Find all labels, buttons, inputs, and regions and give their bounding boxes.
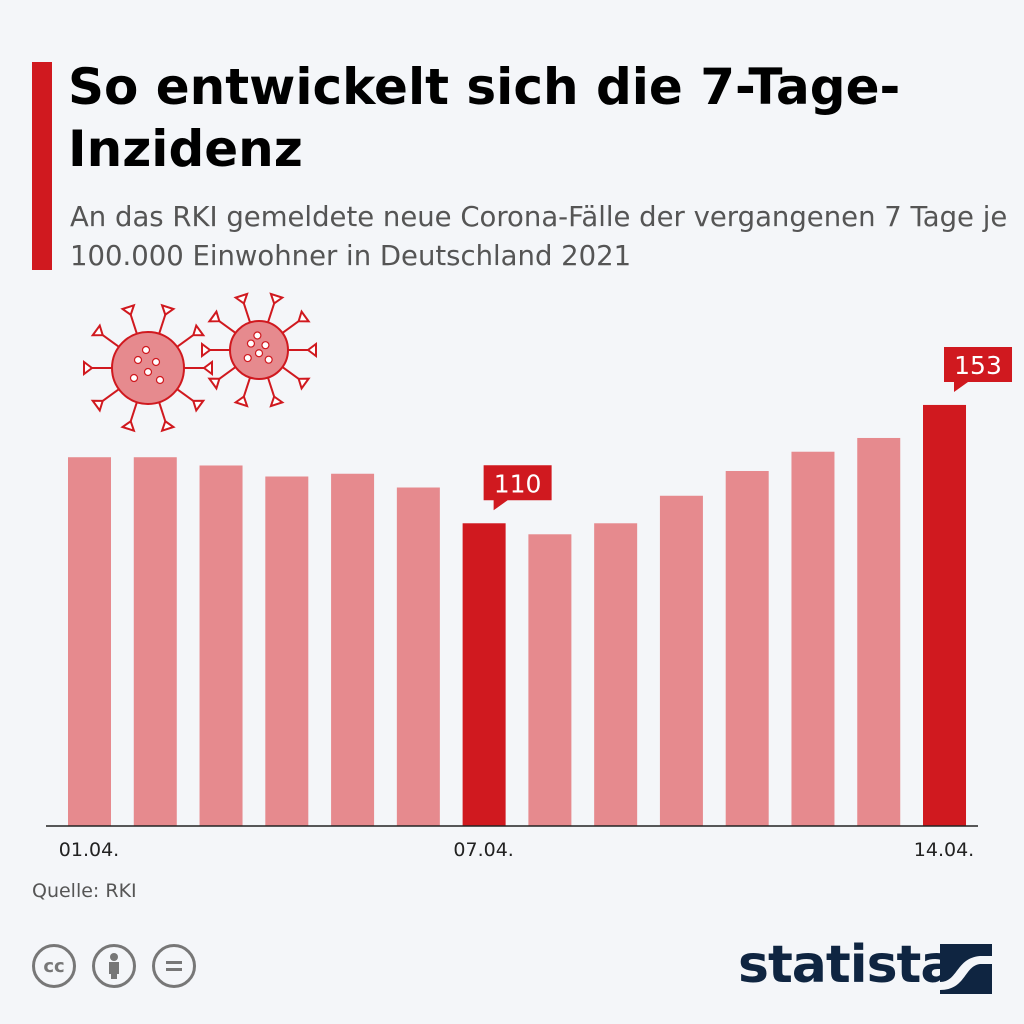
data-label-box (944, 346, 1013, 392)
cc-license-icon[interactable]: cc (32, 944, 76, 988)
x-tick-label: 14.04. (914, 839, 974, 861)
bar-05.04. (331, 473, 375, 826)
x-tick-label: 07.04. (453, 839, 513, 861)
bar-10.04. (659, 495, 703, 826)
bar-03.04. (199, 465, 243, 826)
x-tick-label: 01.04. (59, 839, 119, 861)
statista-logo-mark (940, 944, 992, 994)
chart-subtitle: An das RKI gemeldete neue Corona-Fälle d… (70, 201, 1008, 272)
bar-09.04. (594, 523, 638, 826)
bar-01.04. (68, 457, 111, 826)
data-label-box (483, 465, 552, 511)
virus-icon (83, 303, 213, 433)
virus-icon (201, 292, 317, 408)
attribution-icon[interactable] (92, 944, 136, 988)
statista-logo[interactable]: statista (738, 935, 955, 995)
title-accent-bar (32, 62, 52, 270)
bar-14.04. (923, 404, 967, 826)
bar-02.04. (133, 457, 177, 826)
bar-06.04. (396, 487, 440, 826)
source-label: Quelle: RKI (32, 880, 137, 902)
bar-12.04. (791, 451, 835, 826)
data-label: 153 (954, 351, 1002, 380)
bar-chart: 01.04. 110 07.04. 153 14.04. (46, 292, 1013, 861)
bar-11.04. (725, 470, 769, 826)
bar-07.04. (462, 523, 506, 826)
bar-13.04. (857, 437, 901, 826)
data-label: 110 (494, 469, 542, 498)
bar-04.04. (265, 476, 309, 826)
no-derivatives-icon[interactable] (152, 944, 196, 988)
bar-08.04. (528, 534, 572, 826)
chart-title: So entwickelt sich die 7-Tage-Inzidenz (68, 58, 901, 178)
